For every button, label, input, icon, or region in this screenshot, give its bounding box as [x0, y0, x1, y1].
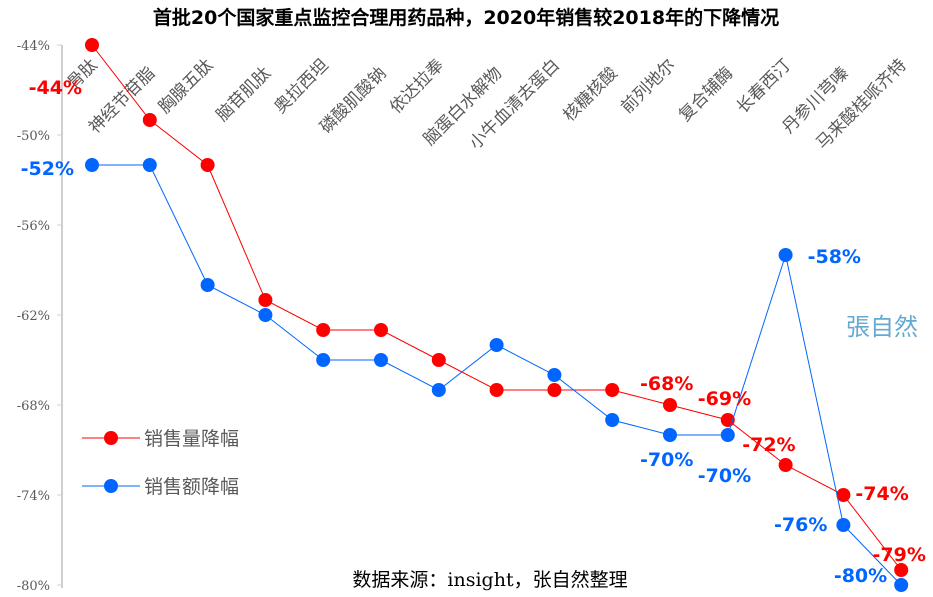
y-tick-label: -74%: [17, 489, 50, 504]
legend-marker-amount: [104, 479, 118, 493]
data-point: [778, 458, 793, 472]
y-tick-label: -50%: [17, 129, 50, 144]
data-point: [778, 248, 793, 262]
data-point: [316, 323, 331, 337]
category-label: 复合辅酶: [675, 63, 737, 125]
data-label: -80%: [834, 565, 887, 587]
data-label: -70%: [698, 465, 751, 487]
category-label: 前列地尔: [617, 55, 679, 117]
data-label: -68%: [640, 373, 693, 395]
data-point: [547, 368, 562, 382]
data-point: [663, 398, 677, 412]
data-label: -52%: [21, 158, 74, 180]
data-label: -44%: [29, 77, 82, 99]
category-label: 小牛血清去蛋白: [466, 55, 564, 153]
data-label: -74%: [855, 483, 908, 505]
category-label: 长春西汀: [733, 55, 795, 117]
data-label: -76%: [774, 514, 827, 536]
data-point: [836, 488, 851, 502]
data-label: -72%: [742, 434, 795, 456]
data-point: [489, 338, 504, 352]
data-point: [85, 38, 99, 52]
legend-marker-volume: [104, 431, 118, 445]
data-point: [605, 383, 620, 397]
data-point: [142, 158, 157, 172]
category-label: 依达拉奉: [386, 55, 448, 117]
y-tick-label: -44%: [17, 39, 50, 54]
chart-title: 首批20个国家重点监控合理用药品种，2020年销售较2018年的下降情况: [153, 6, 779, 29]
watermark-signature: 張自然: [846, 313, 918, 341]
data-point: [142, 113, 157, 127]
data-point: [605, 413, 620, 427]
legend: 销售量降幅 销售额降幅: [82, 428, 239, 498]
y-tick-label: -62%: [17, 309, 50, 324]
data-point: [85, 158, 99, 172]
source-note: 数据来源：insight，张自然整理: [352, 569, 627, 591]
data-label: -69%: [698, 388, 751, 410]
data-point: [894, 563, 909, 577]
data-label: -70%: [640, 449, 693, 471]
data-point: [374, 323, 388, 337]
data-point: [836, 518, 851, 532]
data-point: [374, 353, 388, 367]
category-label: 胸腺五肽: [155, 55, 217, 117]
category-label: 马来酸桂哌齐特: [812, 55, 910, 153]
legend-label-volume: 销售量降幅: [144, 428, 239, 450]
data-label: -79%: [873, 544, 926, 566]
legend-label-amount: 销售额降幅: [144, 476, 239, 498]
data-point: [200, 158, 215, 172]
data-point: [431, 383, 446, 397]
y-tick-label: -68%: [17, 399, 50, 414]
data-point: [547, 383, 562, 397]
data-point: [489, 383, 504, 397]
data-point: [894, 578, 909, 592]
category-label: 脑苷肌肽: [213, 63, 275, 125]
y-tick-label: -80%: [17, 579, 50, 594]
data-label: -58%: [808, 246, 861, 268]
category-label: 核糖核酸: [560, 63, 622, 125]
data-point: [258, 308, 273, 322]
data-point: [720, 428, 735, 442]
category-label: 奥拉西坦: [271, 55, 333, 117]
data-point: [431, 353, 446, 367]
data-point: [663, 428, 677, 442]
data-point: [316, 353, 331, 367]
data-point: [258, 293, 273, 307]
y-tick-label: -56%: [17, 219, 50, 234]
data-point: [200, 278, 215, 292]
